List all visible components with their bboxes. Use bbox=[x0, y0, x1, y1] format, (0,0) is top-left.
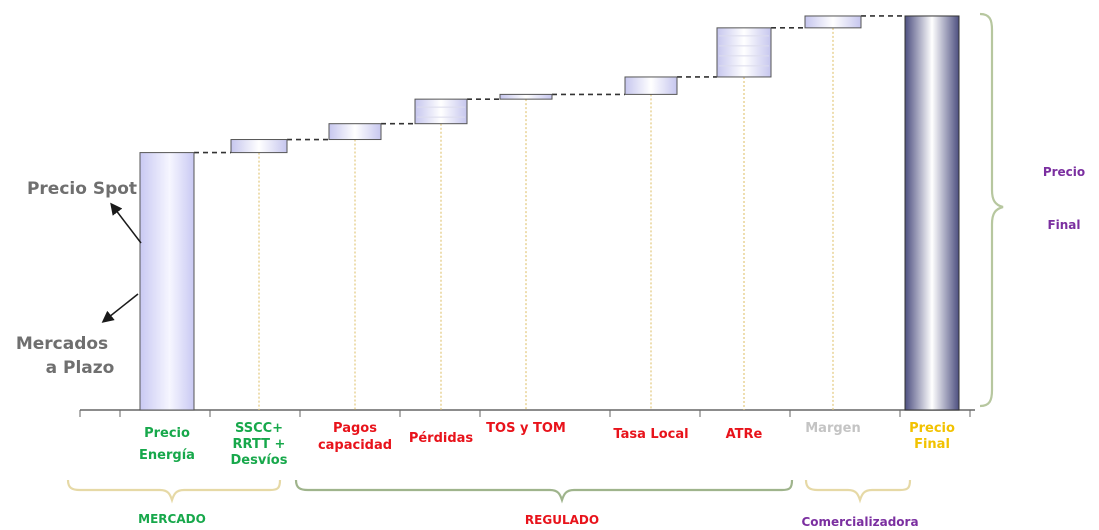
category-label-1-line-2: Desvíos bbox=[231, 453, 288, 468]
category-label-2: Pagos capacidad bbox=[318, 421, 392, 453]
category-label-3-line-0: Pérdidas bbox=[409, 431, 474, 446]
category-label-0-line-0: Precio bbox=[144, 426, 190, 441]
category-label-1: SSCC+ RRTT + Desvíos bbox=[231, 421, 288, 468]
bar-3 bbox=[414, 98, 468, 125]
category-label-5-line-0: Tasa Local bbox=[613, 427, 688, 442]
arrow-to-plazo bbox=[101, 293, 139, 323]
category-label-5: Tasa Local bbox=[613, 427, 688, 442]
arrow-to-spot bbox=[110, 202, 142, 244]
side-label-spot: Precio Spot bbox=[27, 179, 137, 199]
bar-0 bbox=[139, 152, 195, 411]
right-label-line1: Precio bbox=[1043, 165, 1085, 179]
brace-comercializadora bbox=[804, 479, 912, 504]
bar-6 bbox=[716, 27, 772, 78]
category-label-8-line-1: Final bbox=[914, 437, 950, 452]
side-label-plazo-line1: Mercados bbox=[16, 334, 108, 354]
category-label-8: Precio Final bbox=[909, 421, 955, 452]
category-label-4: TOS y TOM bbox=[486, 421, 566, 436]
category-label-2-line-1: capacidad bbox=[318, 438, 392, 453]
brace-regulado bbox=[294, 479, 794, 504]
brace-mercado bbox=[66, 479, 282, 504]
group-label-regulado: REGULADO bbox=[525, 513, 599, 527]
bar-2 bbox=[328, 123, 382, 141]
category-label-2-line-0: Pagos bbox=[333, 421, 377, 436]
bar-4 bbox=[499, 93, 553, 100]
category-label-4-line-0: TOS y TOM bbox=[486, 421, 566, 436]
category-label-7-line-0: Margen bbox=[805, 421, 861, 436]
bar-8 bbox=[904, 15, 960, 411]
bar-7 bbox=[804, 15, 862, 29]
category-label-1-line-0: SSCC+ bbox=[235, 421, 283, 436]
right-brace bbox=[979, 12, 1004, 408]
category-label-0: Precio Energía bbox=[139, 426, 195, 463]
category-label-6: ATRe bbox=[726, 427, 763, 442]
category-label-1-line-1: RRTT + bbox=[233, 437, 286, 452]
plot-area: Precio Energía SSCC+ RRTT + Desvíos Pagos capa… bbox=[79, 15, 975, 468]
category-label-0-line-1: Energía bbox=[139, 448, 195, 463]
category-label-6-line-0: ATRe bbox=[726, 427, 763, 442]
side-label-plazo-line2: a Plazo bbox=[46, 358, 115, 378]
category-label-7: Margen bbox=[805, 421, 861, 436]
right-label-line2: Final bbox=[1047, 218, 1080, 232]
bar-1 bbox=[230, 139, 288, 154]
group-label-mercado: MERCADO bbox=[138, 512, 206, 526]
category-label-8-line-0: Precio bbox=[909, 421, 955, 436]
group-label-comercializadora: Comercializadora bbox=[801, 515, 918, 529]
bar-5 bbox=[624, 76, 678, 95]
category-label-3: Pérdidas bbox=[409, 431, 474, 446]
